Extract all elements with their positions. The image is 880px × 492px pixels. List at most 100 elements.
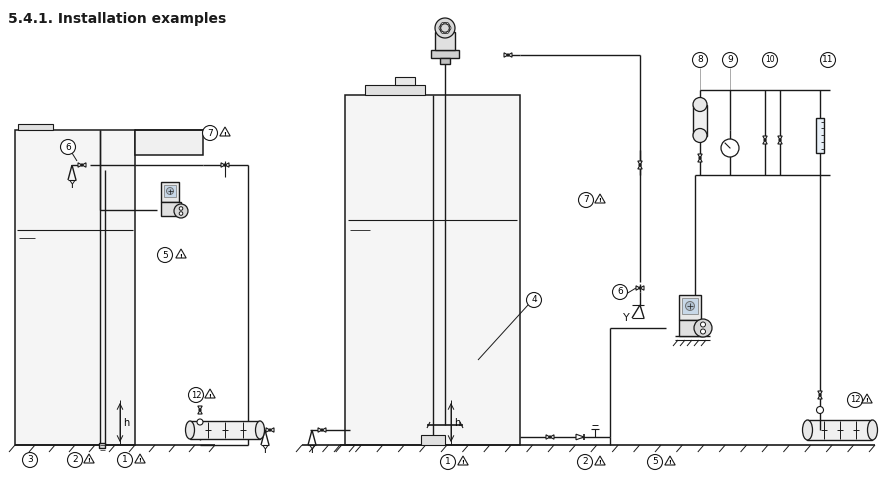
- Circle shape: [23, 453, 38, 467]
- Text: 6: 6: [617, 287, 623, 297]
- Polygon shape: [135, 454, 145, 463]
- Text: 10: 10: [766, 56, 774, 64]
- Text: !: !: [138, 459, 142, 463]
- Circle shape: [174, 204, 188, 218]
- Circle shape: [779, 139, 781, 141]
- Circle shape: [188, 388, 203, 402]
- Polygon shape: [318, 428, 322, 432]
- Circle shape: [722, 53, 737, 67]
- Polygon shape: [595, 456, 605, 465]
- Circle shape: [158, 247, 172, 263]
- Bar: [161, 182, 179, 202]
- Polygon shape: [82, 163, 86, 167]
- Circle shape: [817, 406, 824, 413]
- Circle shape: [321, 429, 323, 431]
- Bar: [135, 130, 203, 155]
- Polygon shape: [595, 194, 605, 203]
- Polygon shape: [664, 456, 675, 465]
- Circle shape: [224, 164, 226, 166]
- Text: Y: Y: [69, 180, 76, 190]
- Text: !: !: [598, 198, 601, 204]
- Text: 6: 6: [65, 143, 71, 152]
- Polygon shape: [546, 435, 550, 439]
- Polygon shape: [818, 395, 822, 399]
- Circle shape: [269, 429, 271, 431]
- Text: !: !: [598, 461, 601, 465]
- Bar: [18, 124, 53, 130]
- Text: 5.4.1. Installation examples: 5.4.1. Installation examples: [8, 12, 226, 26]
- Text: !: !: [669, 461, 671, 465]
- Circle shape: [61, 140, 76, 154]
- Circle shape: [847, 393, 862, 407]
- Polygon shape: [698, 154, 702, 158]
- Text: 8: 8: [697, 56, 703, 64]
- Circle shape: [694, 319, 712, 337]
- Ellipse shape: [255, 421, 265, 439]
- Circle shape: [721, 139, 739, 157]
- Circle shape: [820, 53, 835, 67]
- Circle shape: [180, 207, 183, 210]
- Text: 11: 11: [822, 56, 833, 64]
- Text: 7: 7: [207, 128, 213, 137]
- Circle shape: [507, 54, 509, 56]
- Circle shape: [686, 302, 694, 310]
- Text: !: !: [866, 399, 869, 403]
- Bar: [15, 130, 135, 445]
- Text: 7: 7: [583, 195, 589, 205]
- Circle shape: [166, 187, 173, 194]
- Polygon shape: [198, 410, 202, 414]
- Polygon shape: [640, 286, 644, 290]
- Ellipse shape: [693, 128, 707, 143]
- Circle shape: [612, 284, 627, 300]
- Circle shape: [700, 329, 706, 334]
- Polygon shape: [270, 428, 274, 432]
- Circle shape: [693, 53, 708, 67]
- Polygon shape: [763, 140, 767, 144]
- Circle shape: [764, 139, 766, 141]
- Text: 2: 2: [583, 458, 588, 466]
- Circle shape: [648, 455, 663, 469]
- Circle shape: [639, 164, 641, 166]
- Polygon shape: [698, 158, 702, 162]
- Circle shape: [578, 192, 593, 208]
- Bar: [808, 420, 872, 440]
- Polygon shape: [176, 249, 187, 258]
- Text: Y: Y: [623, 313, 629, 323]
- Text: 9: 9: [727, 56, 733, 64]
- Circle shape: [81, 164, 83, 166]
- Polygon shape: [84, 454, 94, 463]
- Text: 3: 3: [27, 456, 33, 464]
- Polygon shape: [508, 53, 512, 57]
- Text: !: !: [88, 459, 91, 463]
- Bar: [431, 50, 459, 58]
- Circle shape: [549, 436, 551, 438]
- Circle shape: [435, 18, 455, 38]
- Ellipse shape: [693, 97, 707, 112]
- Text: 1: 1: [445, 458, 451, 466]
- Circle shape: [202, 125, 217, 141]
- Text: 12: 12: [191, 391, 202, 400]
- Bar: [190, 421, 260, 439]
- Polygon shape: [78, 163, 82, 167]
- Circle shape: [118, 453, 133, 467]
- Polygon shape: [636, 286, 640, 290]
- Bar: [682, 298, 698, 314]
- Bar: [693, 104, 707, 135]
- Polygon shape: [778, 136, 782, 140]
- Text: 12: 12: [850, 396, 861, 404]
- Text: !: !: [462, 461, 465, 465]
- Circle shape: [762, 53, 778, 67]
- Circle shape: [819, 394, 821, 396]
- Circle shape: [180, 212, 183, 215]
- Text: !: !: [224, 131, 226, 136]
- Bar: [816, 118, 824, 153]
- Polygon shape: [763, 136, 767, 140]
- Polygon shape: [550, 435, 554, 439]
- Circle shape: [700, 322, 706, 327]
- Text: Y: Y: [261, 445, 268, 455]
- Text: 1: 1: [122, 456, 128, 464]
- Bar: [345, 95, 520, 445]
- Ellipse shape: [803, 420, 812, 440]
- Bar: [365, 85, 425, 95]
- Text: 2: 2: [72, 456, 77, 464]
